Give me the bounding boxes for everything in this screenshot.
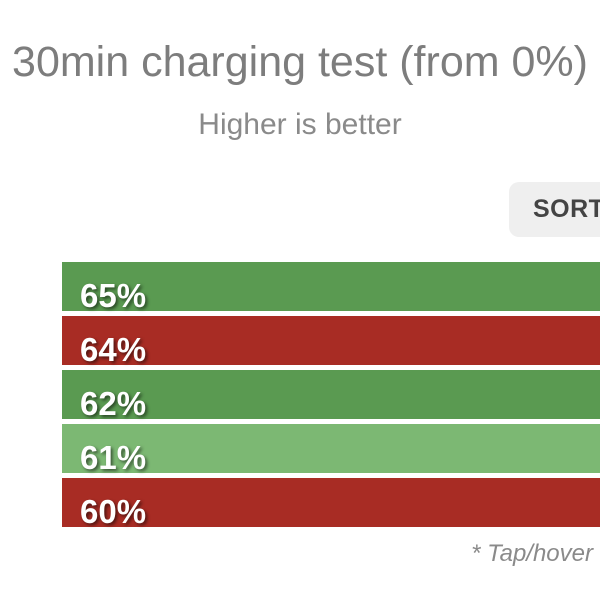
sort-button[interactable]: SORT xyxy=(509,182,600,237)
bar-value-label: 61% xyxy=(80,439,147,476)
bar-value-label: 64% xyxy=(80,331,147,368)
bar-row[interactable]: 61% xyxy=(62,424,600,476)
tap-hover-note: * Tap/hover xyxy=(471,540,593,567)
bar-value-label: 62% xyxy=(80,385,147,422)
bar-value-label: 60% xyxy=(80,493,147,530)
bar-chart: 65% 64% 62% 61% 60% xyxy=(62,262,600,532)
chart-title: 30min charging test (from 0%) xyxy=(12,38,588,86)
sort-button-label: SORT xyxy=(533,195,600,223)
bar-value-label: 65% xyxy=(80,277,147,314)
bar-row[interactable]: 62% xyxy=(62,370,600,422)
bar-row[interactable]: 64% xyxy=(62,316,600,368)
bar-row[interactable]: 65% xyxy=(62,262,600,314)
bar-row[interactable]: 60% xyxy=(62,478,600,530)
chart-subtitle: Higher is better xyxy=(198,108,402,141)
